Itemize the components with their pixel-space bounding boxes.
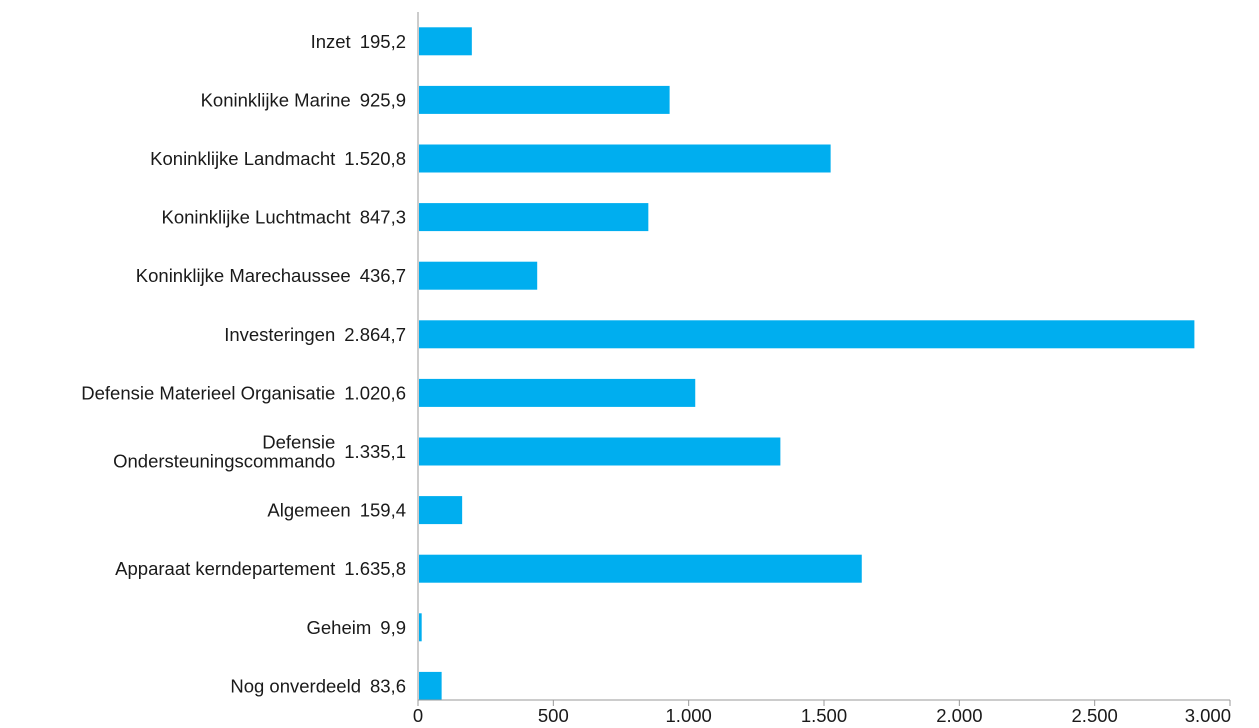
value-label: 1.635,8: [344, 558, 406, 579]
value-label: 436,7: [360, 265, 406, 286]
bar: [419, 671, 442, 700]
category-label: Geheim: [307, 617, 372, 638]
bar: [419, 144, 831, 173]
value-label: 195,2: [360, 31, 406, 52]
bar: [419, 554, 862, 583]
category-label: Nog onverdeeld: [230, 675, 361, 696]
bar: [419, 378, 696, 407]
value-label: 9,9: [380, 617, 406, 638]
value-label: 83,6: [370, 675, 406, 696]
bar: [419, 613, 422, 642]
category-label: Koninklijke Luchtmacht: [161, 207, 350, 228]
category-label: Defensie Ondersteuningscommando: [113, 432, 335, 472]
tick-label: 1.000: [666, 705, 712, 726]
value-label: 1.520,8: [344, 148, 406, 169]
value-label: 159,4: [360, 500, 406, 521]
value-label: 925,9: [360, 89, 406, 110]
bar: [419, 27, 472, 56]
category-label: Investeringen: [224, 324, 335, 345]
bar: [419, 85, 670, 114]
tick-label: 1.500: [801, 705, 847, 726]
bar: [419, 320, 1195, 349]
value-label: 1.020,6: [344, 382, 406, 403]
category-labels-group: Inzet Koninklijke Marine Koninklijke Landm…: [81, 31, 371, 697]
category-label: Algemeen: [267, 500, 350, 521]
bar: [419, 203, 649, 232]
x-axis-ticks-group: 0 500 1.000 1.500 2.000 2.500 3.000: [413, 700, 1231, 726]
bar: [419, 261, 538, 290]
category-label: Apparaat kerndepartement: [115, 558, 335, 579]
category-label: Inzet: [311, 31, 351, 52]
value-label: 847,3: [360, 207, 406, 228]
tick-label: 2.500: [1072, 705, 1118, 726]
tick-label: 0: [413, 705, 423, 726]
tick-label: 500: [538, 705, 569, 726]
bar: [419, 437, 781, 466]
x-axis: [417, 12, 1231, 701]
category-label: Koninklijke Landmacht: [150, 148, 335, 169]
bars-group: 195,2 925,9 1.520,8 847,3 436,7 2.864,7 1.020,…: [344, 27, 1195, 700]
bar: [419, 496, 463, 525]
category-label: Defensie Materieel Organisatie: [81, 382, 335, 403]
value-label: 2.864,7: [344, 324, 406, 345]
tick-label: 2.000: [936, 705, 982, 726]
category-label: Koninklijke Marine: [201, 89, 351, 110]
value-label: 1.335,1: [344, 441, 406, 462]
tick-label: 3.000: [1185, 705, 1231, 726]
category-label: Koninklijke Marechaussee: [136, 265, 351, 286]
